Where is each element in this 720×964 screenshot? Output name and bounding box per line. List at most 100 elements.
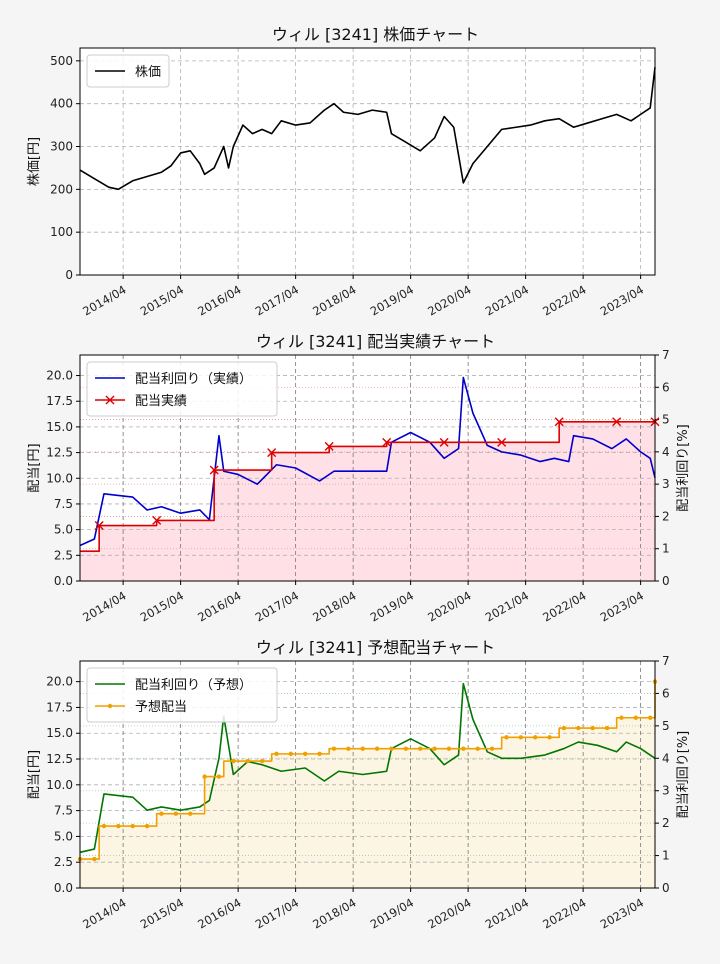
dividend-marker: [159, 811, 164, 816]
legend-label: 配当実績: [135, 393, 187, 409]
chart-title: ウィル [3241] 予想配当チャート: [256, 638, 495, 657]
y-right-tick-label: 3: [662, 477, 670, 491]
legend-label: 配当利回り（実績）: [135, 371, 252, 387]
dividend-marker: [382, 437, 392, 447]
dividend-marker: [116, 823, 121, 829]
y-tick-label: 17.5: [46, 394, 73, 408]
y-right-tick-label: 0: [662, 574, 670, 588]
dividend-marker: [274, 751, 279, 757]
y-tick-label: 7.5: [54, 497, 73, 511]
y-tick-label: 15.0: [46, 420, 73, 434]
y-right-tick-label: 5: [662, 719, 670, 733]
dividend-area-fill: [80, 421, 655, 581]
dividend-marker: [554, 417, 564, 427]
plot-frame: [79, 47, 656, 276]
dividend-marker: [144, 823, 150, 829]
dividend-marker: [403, 746, 409, 751]
legend-box: [86, 361, 278, 417]
y-axis-label: 配当[円]: [27, 443, 42, 492]
dividend-marker: [92, 856, 97, 862]
dividend-marker: [432, 746, 437, 751]
dividend-marker: [446, 746, 452, 751]
dividend-marker: [216, 774, 222, 779]
legend-marker: [105, 395, 115, 405]
y-tick-label: 20.0: [46, 675, 73, 689]
dividend-marker: [245, 758, 250, 764]
series-line-2: [80, 420, 655, 553]
dividend-marker: [94, 521, 104, 531]
dividend-marker: [303, 751, 308, 757]
plot-area: [80, 48, 655, 275]
dividend-marker: [590, 725, 595, 731]
dividend-marker: [324, 441, 334, 451]
y-tick-label: 2.5: [54, 548, 73, 562]
dividend-marker: [346, 746, 351, 751]
dividend-marker: [267, 448, 277, 458]
y-right-tick-label: 0: [662, 881, 670, 895]
dividend-marker: [475, 746, 480, 751]
chart-panel-3: 2014/04 2015/04 2016/04 2017/04 2018/04 2019/…: [27, 638, 691, 931]
chart-title: ウィル [3241] 株価チャート: [272, 25, 479, 44]
y-right-tick-label: 6: [662, 380, 670, 394]
chart-panel-2: 2014/04 2015/04 2016/04 2017/04 2018/04 2019/…: [27, 332, 691, 624]
y-tick-label: 12.5: [46, 446, 73, 460]
plot-frame: [79, 660, 656, 889]
y-right-tick-label: 7: [662, 348, 670, 362]
dividend-marker: [439, 437, 449, 447]
dividend-marker: [331, 746, 337, 751]
y-right-tick-label: 2: [662, 509, 670, 523]
y-right-axis-label: 配当利回り[%]: [676, 731, 691, 819]
chart-panel-1: 2014/04 2015/04 2016/04 2017/04 2018/04 2019/…: [27, 25, 656, 318]
dividend-marker: [418, 746, 423, 751]
dividend-marker: [489, 746, 495, 751]
dividend-marker: [188, 811, 193, 816]
dividend-marker: [497, 437, 507, 447]
dividend-marker: [533, 735, 538, 740]
dividend-marker: [130, 823, 135, 829]
series-line-1: [79, 682, 656, 854]
y-right-tick-label: 6: [662, 686, 670, 700]
dividend-marker: [231, 758, 236, 764]
dividend-marker: [648, 715, 653, 720]
dividend-marker: [259, 758, 265, 764]
legend-label: 配当利回り（予想）: [135, 677, 252, 693]
plot-frame: [79, 354, 656, 582]
dividend-marker: [360, 746, 365, 751]
y-tick-label: 20.0: [46, 369, 73, 383]
y-right-tick-label: 4: [662, 751, 670, 765]
y-right-tick-label: 7: [662, 654, 670, 668]
y-tick-label: 7.5: [54, 804, 73, 818]
dividend-marker: [576, 725, 581, 731]
legend-marker: [107, 703, 113, 709]
y-tick-label: 10.0: [46, 471, 73, 485]
dividend-marker: [619, 715, 624, 720]
y-axis-label: 株価[円]: [27, 137, 42, 186]
legend-box: [86, 54, 170, 88]
legend-label: 予想配当: [135, 699, 187, 715]
dividend-marker: [504, 735, 509, 740]
series-line-1: [79, 67, 656, 191]
dividend-marker: [461, 746, 466, 751]
y-tick-label: 17.5: [46, 700, 73, 714]
y-tick-label: 100: [50, 225, 73, 239]
dividend-marker: [612, 417, 622, 427]
dividend-marker: [561, 725, 567, 731]
legend-label: 株価: [135, 65, 161, 80]
y-tick-label: 400: [50, 97, 73, 111]
y-tick-label: 500: [50, 54, 73, 68]
y-right-tick-label: 5: [662, 413, 670, 427]
dividend-marker: [518, 735, 524, 740]
y-right-axis-label: 配当利回り[%]: [676, 424, 691, 512]
dividend-marker: [547, 735, 552, 740]
dividend-marker: [152, 515, 162, 525]
y-tick-label: 0.0: [54, 881, 73, 895]
dividend-marker: [389, 746, 394, 751]
dividend-marker: [173, 811, 179, 816]
dividend-marker: [317, 751, 322, 757]
legend-box: [86, 667, 278, 723]
y-right-tick-label: 2: [662, 816, 670, 830]
y-tick-label: 0.0: [54, 574, 73, 588]
dividend-marker: [633, 715, 639, 720]
y-axis-label: 配当[円]: [27, 750, 42, 799]
